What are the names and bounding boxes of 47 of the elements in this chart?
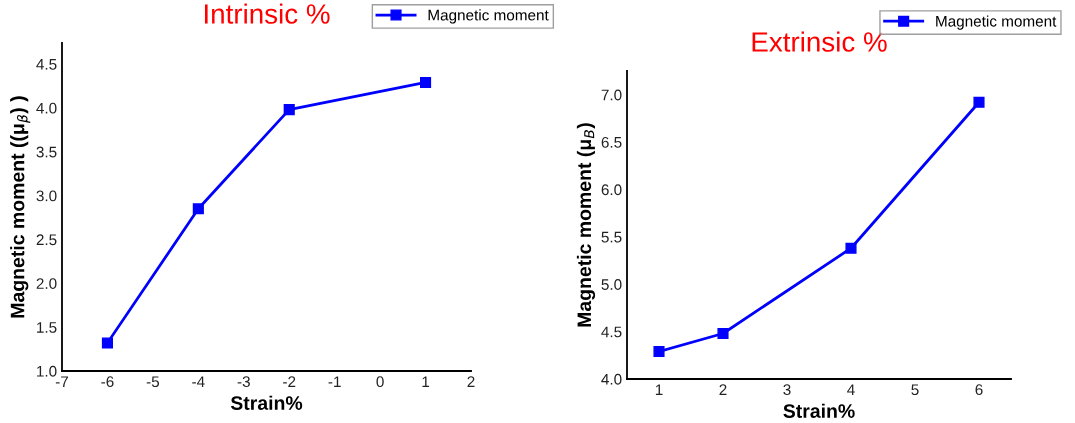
y-tick-label: 4.0 — [601, 373, 622, 385]
x-tick-label: 6 — [975, 384, 983, 396]
x-tick-label: -5 — [146, 376, 160, 388]
x-tick-label: -2 — [283, 376, 296, 387]
y-tick-label: 5.5 — [601, 231, 622, 243]
chart-title: Intrinsic % — [205, 3, 330, 24]
point — [973, 96, 985, 108]
x-tick-label: 2 — [467, 376, 475, 387]
point — [419, 76, 432, 89]
y-tick-label: 6.5 — [601, 136, 622, 148]
y-tick-label: 3.5 — [36, 146, 57, 158]
point — [101, 337, 114, 349]
x-tick-label: 1 — [422, 376, 430, 387]
legend-label: Magnetic moment — [428, 9, 549, 24]
point — [717, 327, 729, 340]
x-tick-label: 0 — [376, 376, 384, 388]
y-tick-label: 5.0 — [601, 279, 622, 290]
x-tick-label: 1 — [655, 384, 663, 395]
x-axis-title: Strain% — [783, 403, 855, 418]
y-tick-label: 3.0 — [36, 190, 57, 202]
point — [653, 345, 665, 358]
point — [845, 242, 857, 254]
point — [192, 203, 204, 215]
y-axis-title: Magnetic moment ((μ$_{β}$) ) — [10, 96, 31, 318]
y-tick-label: 7.0 — [601, 89, 622, 101]
chart-title: Extrinsic % — [752, 31, 887, 52]
x-tick-label: -7 — [55, 376, 69, 387]
x-tick-label: 5 — [911, 384, 919, 396]
x-tick-label: 2 — [719, 384, 727, 395]
y-tick-label: 6.0 — [601, 184, 622, 196]
y-tick-label: 2.0 — [36, 278, 57, 289]
x-axis-title: Strain% — [230, 395, 303, 410]
x-tick-label: -3 — [237, 376, 250, 388]
x-tick-label: -4 — [192, 376, 205, 387]
y-axis-title: Magnetic moment (μ$_{B}$) — [576, 123, 596, 327]
x-tick-label: -1 — [328, 376, 341, 387]
point — [283, 104, 295, 116]
x-tick-label: -6 — [101, 376, 114, 388]
y-tick-label: 1.5 — [37, 322, 57, 333]
y-tick-label: 4.5 — [36, 59, 57, 70]
y-tick-label: 4.0 — [36, 102, 57, 114]
y-tick-label: 1.0 — [37, 365, 57, 377]
x-tick-label: 4 — [847, 384, 855, 395]
legend-label: Magnetic moment — [936, 15, 1057, 30]
y-tick-label: 2.5 — [36, 234, 57, 246]
y-tick-label: 4.5 — [601, 326, 622, 338]
x-tick-label: 3 — [783, 384, 791, 396]
